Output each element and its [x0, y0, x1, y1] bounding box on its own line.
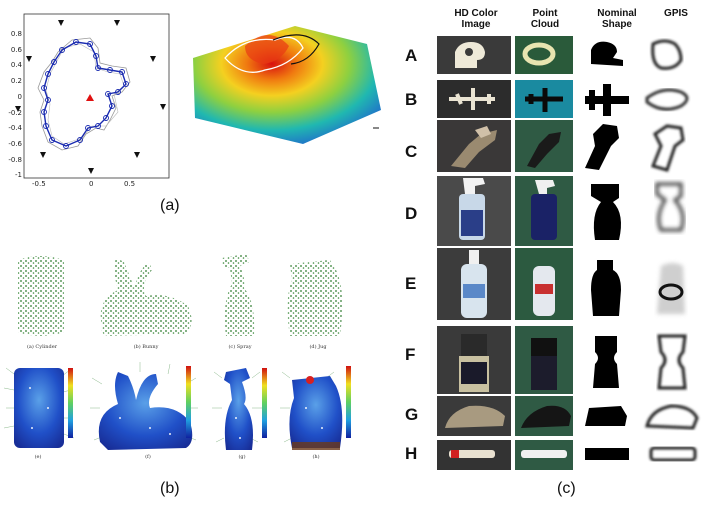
nominal-g: [585, 406, 627, 426]
row-label-a: A: [405, 46, 418, 65]
gpis-a: [651, 39, 683, 70]
y-tick-labels: 0.8 0.6 0.4 0.2 0 -0.2 -0.4 -0.6 -0.8 -1: [2, 27, 22, 184]
column-header-gpis: GPIS: [664, 8, 688, 19]
nominal-a: [591, 41, 623, 66]
y-tick: 0: [17, 92, 22, 101]
y-tick: -0.8: [8, 155, 22, 164]
gpis-d: [655, 182, 685, 232]
y-tick: -0.4: [8, 124, 22, 133]
contour-plot: [15, 13, 170, 179]
caption-b: (b): [160, 480, 180, 497]
surface: [193, 26, 381, 144]
y-tick: -1: [15, 171, 22, 180]
row-label-h: H: [405, 444, 418, 463]
row-label-c: C: [405, 142, 418, 161]
column-header-nominal: Nominal Shape: [597, 8, 637, 30]
gpis-h: [649, 446, 697, 462]
row-label-e: E: [405, 274, 417, 293]
label-spray: (c) Spray: [228, 344, 252, 350]
row-label-b: B: [405, 90, 418, 109]
row-label-f: F: [405, 345, 416, 364]
surface-peak: [245, 35, 289, 64]
gpis-surface-row: [3, 362, 351, 450]
sub-label-e: (e): [34, 454, 42, 460]
sub-label-f: (f): [145, 454, 151, 460]
column-header-color: HD Color Image: [454, 8, 498, 30]
contour-markers: [41, 39, 129, 149]
gpis-c: [650, 124, 685, 172]
label-cylinder: (a) Cylinder: [26, 344, 58, 350]
caption-c: (c): [557, 480, 576, 497]
jug-cloud: [287, 260, 343, 336]
sensor-markers: [15, 20, 166, 174]
column-header-pointcloud: Point Cloud: [530, 8, 560, 30]
object-grid: [437, 36, 699, 470]
gpis-b: [645, 88, 689, 111]
sub-label-h: (h): [312, 454, 320, 460]
sub-label-g: (g): [238, 454, 246, 460]
x-tick-2: 0.5: [124, 180, 136, 188]
nominal-h: [585, 448, 629, 460]
x-tick-0: -0.5: [32, 180, 46, 188]
nominal-c: [585, 124, 619, 170]
y-tick: -0.2: [8, 108, 22, 117]
point-cloud-row: [18, 254, 343, 336]
gpis-f: [657, 334, 687, 390]
nominal-f: [593, 336, 619, 388]
gpis-spray: [224, 368, 253, 450]
panel-a: 0.8 0.6 0.4 0.2 0 -0.2 -0.4 -0.6 -0.8 -1…: [0, 0, 400, 230]
caption-a: (a): [160, 197, 180, 214]
y-tick: 0.6: [10, 45, 22, 54]
nominal-d: [591, 184, 621, 240]
y-tick: -0.6: [8, 139, 22, 148]
label-bunny: (b) Bunny: [133, 344, 159, 350]
surface-contour-black: [272, 34, 320, 65]
gpis-bunny: [98, 372, 193, 450]
y-tick: 0.2: [10, 77, 22, 86]
surface-plot: [193, 26, 381, 144]
gpis-cylinder: [14, 368, 64, 448]
label-jug: (d) Jug: [309, 344, 327, 350]
gpis-jug: [289, 376, 343, 448]
cylinder-cloud: [18, 256, 64, 336]
row-label-d: D: [405, 204, 418, 223]
nominal-e: [591, 260, 621, 316]
bunny-cloud: [100, 258, 192, 336]
y-tick: 0.4: [10, 61, 22, 70]
spray-cloud: [222, 254, 255, 336]
plot-frame: [23, 13, 170, 179]
panel-b: (a) Cylinder (b) Bunny (c) Spray (d) Jug: [0, 240, 400, 507]
gpis-e: [657, 263, 685, 314]
gpis-g: [645, 404, 699, 430]
red-marker: [86, 94, 94, 101]
row-label-g: G: [405, 405, 419, 424]
x-tick-1: 0: [89, 180, 94, 188]
panel-c: HD Color Image Point Cloud Nominal Shape…: [395, 0, 723, 507]
surface-contour-white: [224, 36, 304, 73]
y-tick: 0.8: [10, 30, 22, 38]
gray-contour: [37, 37, 131, 151]
gray-contour-2: [45, 43, 125, 145]
nominal-b: [585, 84, 629, 116]
